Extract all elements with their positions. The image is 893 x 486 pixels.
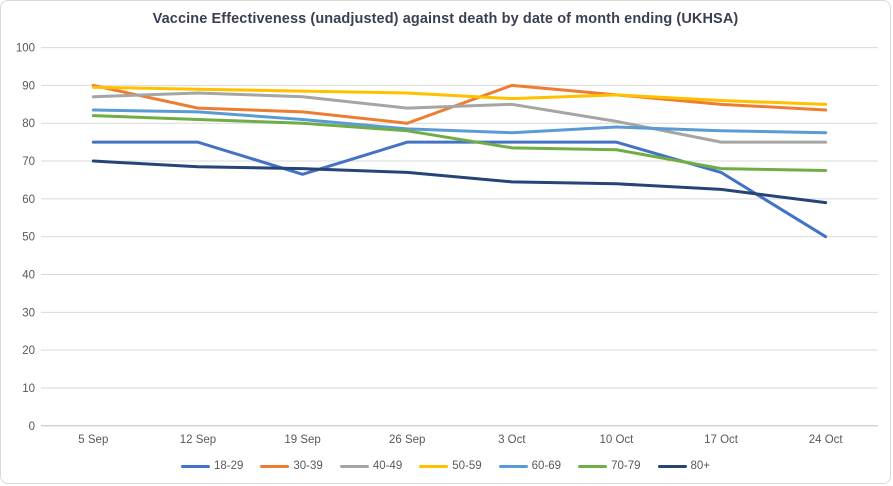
- y-tick-label: 10: [22, 383, 35, 395]
- x-tick-label: 5 Sep: [78, 434, 108, 446]
- legend-label: 50-59: [452, 460, 482, 472]
- legend-label: 80+: [690, 460, 711, 472]
- y-tick-label: 100: [16, 43, 35, 55]
- x-tick-label: 12 Sep: [180, 434, 216, 446]
- y-tick-label: 40: [22, 270, 35, 282]
- x-tick-label: 26 Sep: [389, 434, 425, 446]
- x-tick-label: 17 Oct: [704, 434, 739, 446]
- legend-label: 18-29: [213, 460, 244, 472]
- legend-item-80+: 80+: [657, 460, 711, 472]
- y-tick-label: 50: [22, 232, 35, 244]
- legend-swatch-40-49: [339, 464, 369, 468]
- legend-swatch-60-69: [498, 464, 528, 468]
- y-tick-label: 0: [29, 421, 35, 433]
- x-tick-label: 10 Oct: [599, 434, 634, 446]
- chart-title: Vaccine Effectiveness (unadjusted) again…: [152, 11, 739, 27]
- x-tick-label: 19 Sep: [284, 434, 320, 446]
- legend-label: 70-79: [611, 460, 641, 472]
- legend-label: 30-39: [293, 460, 323, 472]
- y-tick-label: 90: [22, 80, 35, 92]
- legend-swatch-30-39: [260, 464, 290, 468]
- legend-swatch-80+: [657, 464, 687, 468]
- legend-item-18-29: 18-29: [180, 460, 244, 472]
- legend-item-40-49: 40-49: [339, 460, 403, 472]
- series-line-70-79: [91, 114, 828, 173]
- legend-swatch-50-59: [419, 464, 449, 468]
- y-tick-label: 30: [22, 307, 35, 319]
- legend-item-30-39: 30-39: [260, 460, 323, 472]
- y-tick-label: 80: [22, 118, 35, 130]
- x-tick-label: 3 Oct: [498, 434, 526, 446]
- y-tick-label: 70: [22, 156, 35, 168]
- y-tick-label: 60: [22, 194, 35, 206]
- legend-swatch-70-79: [578, 464, 608, 468]
- legend-label: 40-49: [372, 460, 403, 472]
- series-line-18-29: [91, 140, 828, 239]
- series-line-30-39: [91, 83, 828, 125]
- series-line-40-49: [91, 91, 828, 144]
- legend-item-50-59: 50-59: [419, 460, 482, 472]
- legend-label: 60-69: [531, 460, 562, 472]
- legend-swatch-18-29: [180, 464, 210, 468]
- legend: 18-29 30-39 40-49 50-59 60-69 70-79 80+: [1, 460, 890, 472]
- series-line-80+: [91, 159, 828, 205]
- y-tick-label: 20: [22, 345, 35, 357]
- x-tick-label: 24 Oct: [809, 434, 844, 446]
- legend-item-70-79: 70-79: [578, 460, 641, 472]
- series-line-50-59: [91, 85, 828, 106]
- legend-item-60-69: 60-69: [498, 460, 562, 472]
- series-line-60-69: [91, 108, 828, 135]
